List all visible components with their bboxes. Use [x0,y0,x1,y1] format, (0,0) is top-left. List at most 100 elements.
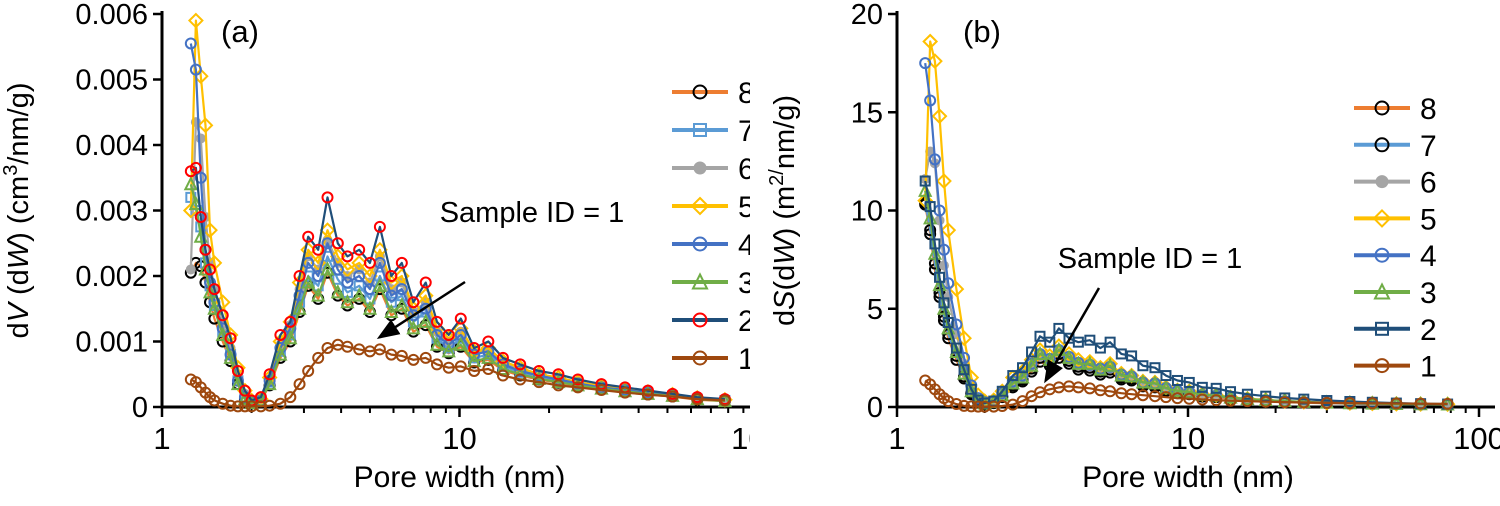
data-point-marker [417,287,434,304]
data-point-marker [1124,368,1140,383]
data-point-marker [496,351,509,364]
data-point-marker [966,383,978,395]
data-point-marker [1061,346,1078,362]
data-point-marker [1259,391,1274,407]
data-point-marker [301,274,316,289]
x-tick-label: 10 [442,421,476,456]
data-point-marker [429,336,445,351]
data-point-marker [454,360,467,373]
series-line-5 [924,40,1449,406]
data-point-marker [924,94,937,107]
y-tick-label: 0.004 [75,130,148,162]
y-tick-label: 0 [867,392,883,424]
legend-marker [692,236,708,252]
series-line-7 [924,202,1449,406]
data-point-marker [353,270,366,282]
data-point-marker [1093,361,1108,376]
legend-item-4: 4 [1354,240,1437,273]
data-point-marker [495,360,511,376]
data-point-marker [595,383,608,396]
data-point-marker [934,271,946,283]
data-point-marker [1415,397,1428,410]
legend-item-2: 2 [672,305,755,338]
data-point-marker [920,175,932,187]
legend-item-6: 6 [1354,167,1437,200]
data-point-marker [454,312,467,325]
data-point-marker [496,369,509,382]
data-point-marker [1159,380,1174,395]
data-point-marker [928,245,943,260]
data-point-marker [407,296,420,309]
data-point-marker [927,53,944,70]
data-point-marker [194,171,207,184]
series-markers-2 [184,161,731,407]
data-point-marker [395,256,408,269]
data-point-marker [352,287,367,302]
data-point-marker [197,117,214,134]
legend-item-3: 3 [1354,277,1437,310]
data-point-marker [964,383,979,398]
legend-label: 6 [738,153,750,186]
data-point-marker [532,376,545,389]
y-tick-label: 20 [851,0,883,31]
legend-marker [1374,137,1390,153]
annotation-arrow [1044,287,1101,384]
panel-title: (b) [964,14,1002,49]
data-point-marker [353,343,366,356]
data-point-marker [312,243,325,256]
legend-item-5: 5 [1354,203,1437,236]
data-point-marker [1170,382,1186,397]
data-point-marker [321,191,334,204]
data-point-marker [1114,367,1129,382]
data-point-marker [1071,355,1086,370]
data-point-marker [938,243,951,256]
data-point-marker [302,230,315,243]
legend-label: 1 [1420,351,1437,384]
data-point-marker [666,390,679,403]
x-tick-label: 100 [731,421,750,456]
data-point-marker [238,400,251,413]
legend-label: 8 [738,77,750,110]
data-point-marker [1171,392,1184,405]
data-point-marker [1105,336,1117,348]
data-point-marker [273,346,288,361]
data-point-marker [949,343,964,358]
data-point-marker [198,261,213,276]
legend-marker [1374,358,1390,374]
y-tick-label: 15 [851,97,883,129]
data-point-marker [925,201,937,213]
legend-item-4: 4 [672,229,755,262]
data-point-marker [363,256,376,269]
series-markers-4 [919,57,1455,411]
data-point-marker [1024,357,1040,372]
data-point-marker [204,263,217,276]
data-point-marker [300,241,317,258]
legend-marker [1374,247,1390,263]
data-point-marker [263,399,276,412]
data-point-marker [231,400,244,413]
data-point-marker [202,222,218,239]
data-point-marker [331,263,344,276]
data-point-marker [1210,394,1223,407]
data-point-marker [330,284,345,299]
legend-item-7: 7 [672,115,755,148]
data-point-marker [341,340,354,353]
data-point-marker [185,264,196,275]
legend-label: 7 [1420,130,1437,163]
data-point-marker [1073,336,1085,348]
legend-item-6: 6 [672,153,755,186]
data-point-marker [189,63,202,76]
data-point-marker [1034,330,1046,342]
x-axis-label: Pore width (nm) [1083,461,1295,494]
data-point-marker [395,349,408,362]
data-point-marker [959,364,971,376]
data-point-marker [468,342,481,355]
legend-item-7: 7 [1354,130,1437,163]
series-markers-1 [184,338,731,413]
data-point-marker [199,243,212,256]
data-point-marker [202,284,218,299]
data-point-marker [1116,348,1128,360]
data-point-marker [230,375,246,391]
